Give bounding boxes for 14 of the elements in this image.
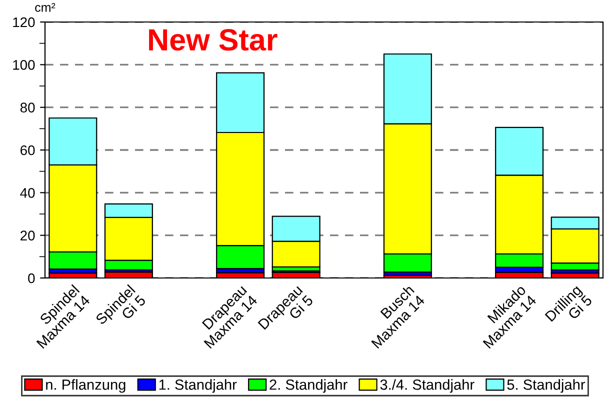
y-axis-title: cm² xyxy=(35,3,56,12)
legend-label: 2. Standjahr xyxy=(270,379,348,393)
y-tick-label: 80 xyxy=(20,102,35,113)
legend-label: 5. Standjahr xyxy=(507,379,586,393)
legend-label: n. Pflanzung xyxy=(46,379,126,393)
y-tick-label: 120 xyxy=(13,17,35,28)
y-tick-label: 0 xyxy=(28,273,35,284)
annotation: New Star xyxy=(149,29,278,51)
y-tick-label: 40 xyxy=(20,188,35,198)
legend-label: 3./4. Standjahr xyxy=(380,379,474,393)
y-tick-label: 60 xyxy=(20,145,35,156)
legend-label: 1. Standjahr xyxy=(159,379,237,393)
y-tick-label: 100 xyxy=(13,60,35,70)
y-tick-label: 20 xyxy=(20,230,35,241)
